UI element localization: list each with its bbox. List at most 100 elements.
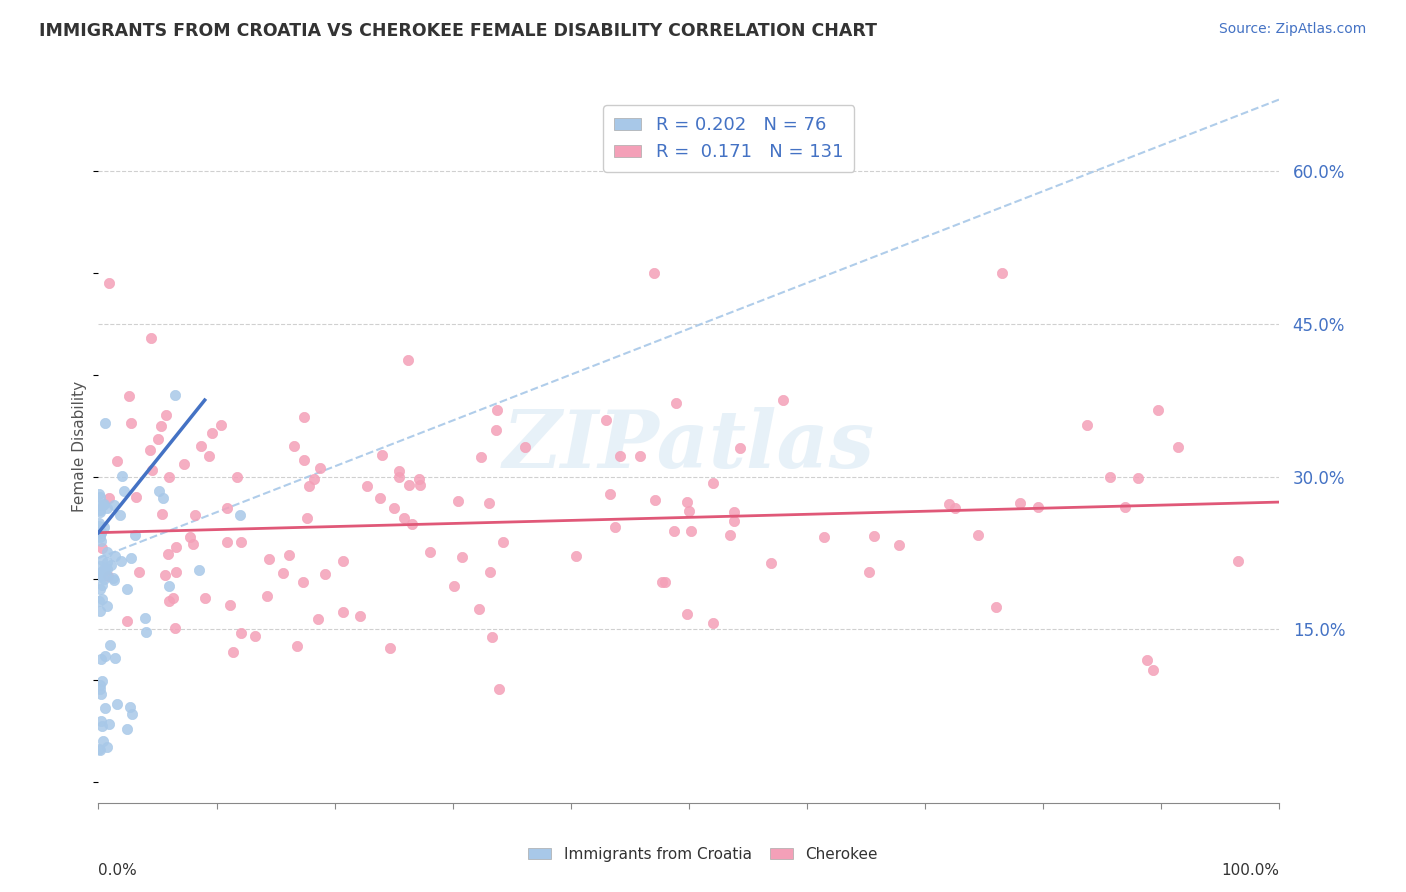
Point [295,510,318,524]
Point [651,575,673,590]
Point [307,612,329,626]
Point [1008,496,1031,510]
Point [595,413,617,427]
Point [198,449,221,463]
Point [108,508,131,523]
Point [98,276,121,290]
Point [1147,403,1170,417]
Point [450,549,472,564]
Point [90,578,112,592]
Point [380,641,402,656]
Point [599,487,621,501]
Point [398,477,420,491]
Point [283,439,305,453]
Point [481,630,503,644]
Point [401,517,423,532]
Point [938,497,960,511]
Point [89,558,111,573]
Point [100,558,122,573]
Point [146,432,169,446]
Point [115,582,138,597]
Point [152,491,174,505]
Point [408,472,430,486]
Point [91,498,114,512]
Point [392,510,415,524]
Point [565,549,588,563]
Point [90,524,112,539]
Legend: Immigrants from Croatia, Cherokee: Immigrants from Croatia, Cherokee [523,841,883,868]
Point [222,645,245,659]
Point [292,575,315,590]
Point [723,514,745,528]
Point [419,545,441,559]
Point [90,566,112,580]
Point [190,439,212,453]
Point [135,624,157,639]
Point [89,519,111,533]
Point [858,565,880,579]
Point [183,508,205,522]
Point [121,706,143,721]
Point [644,492,666,507]
Point [723,505,745,519]
Point [665,396,688,410]
Point [759,556,782,570]
Point [229,626,252,640]
Point [1098,469,1121,483]
Point [87,594,110,608]
Point [101,571,124,585]
Point [256,589,278,603]
Point [217,535,239,549]
Point [277,548,299,562]
Point [226,469,249,483]
Point [217,501,239,516]
Point [93,573,115,587]
Point [96,555,118,569]
Text: ZIPatlas: ZIPatlas [503,408,875,484]
Point [382,501,405,516]
Point [675,607,697,622]
Point [294,452,316,467]
Point [477,496,499,510]
Point [90,592,112,607]
Point [98,717,121,731]
Point [654,574,676,589]
Point [229,508,252,523]
Point [304,472,326,486]
Point [93,562,115,576]
Point [104,549,127,564]
Point [1126,471,1149,485]
Point [678,504,700,518]
Point [94,700,117,714]
Point [887,538,910,552]
Point [1142,663,1164,677]
Point [89,569,111,583]
Point [488,682,510,697]
Point [388,464,411,478]
Point [943,500,966,515]
Point [94,648,117,663]
Point [165,388,187,402]
Point [96,500,118,515]
Point [120,416,142,430]
Point [702,616,724,631]
Point [643,266,665,280]
Point [165,566,187,580]
Point [478,565,501,579]
Point [103,573,125,587]
Point [863,529,886,543]
Point [772,392,794,407]
Point [115,722,138,736]
Point [257,552,280,566]
Text: 100.0%: 100.0% [1222,863,1279,879]
Point [87,516,110,530]
Point [96,740,118,755]
Point [609,450,631,464]
Point [409,477,432,491]
Point [356,479,378,493]
Point [91,553,114,567]
Point [155,408,177,422]
Point [141,462,163,476]
Point [718,528,741,542]
Point [93,497,115,511]
